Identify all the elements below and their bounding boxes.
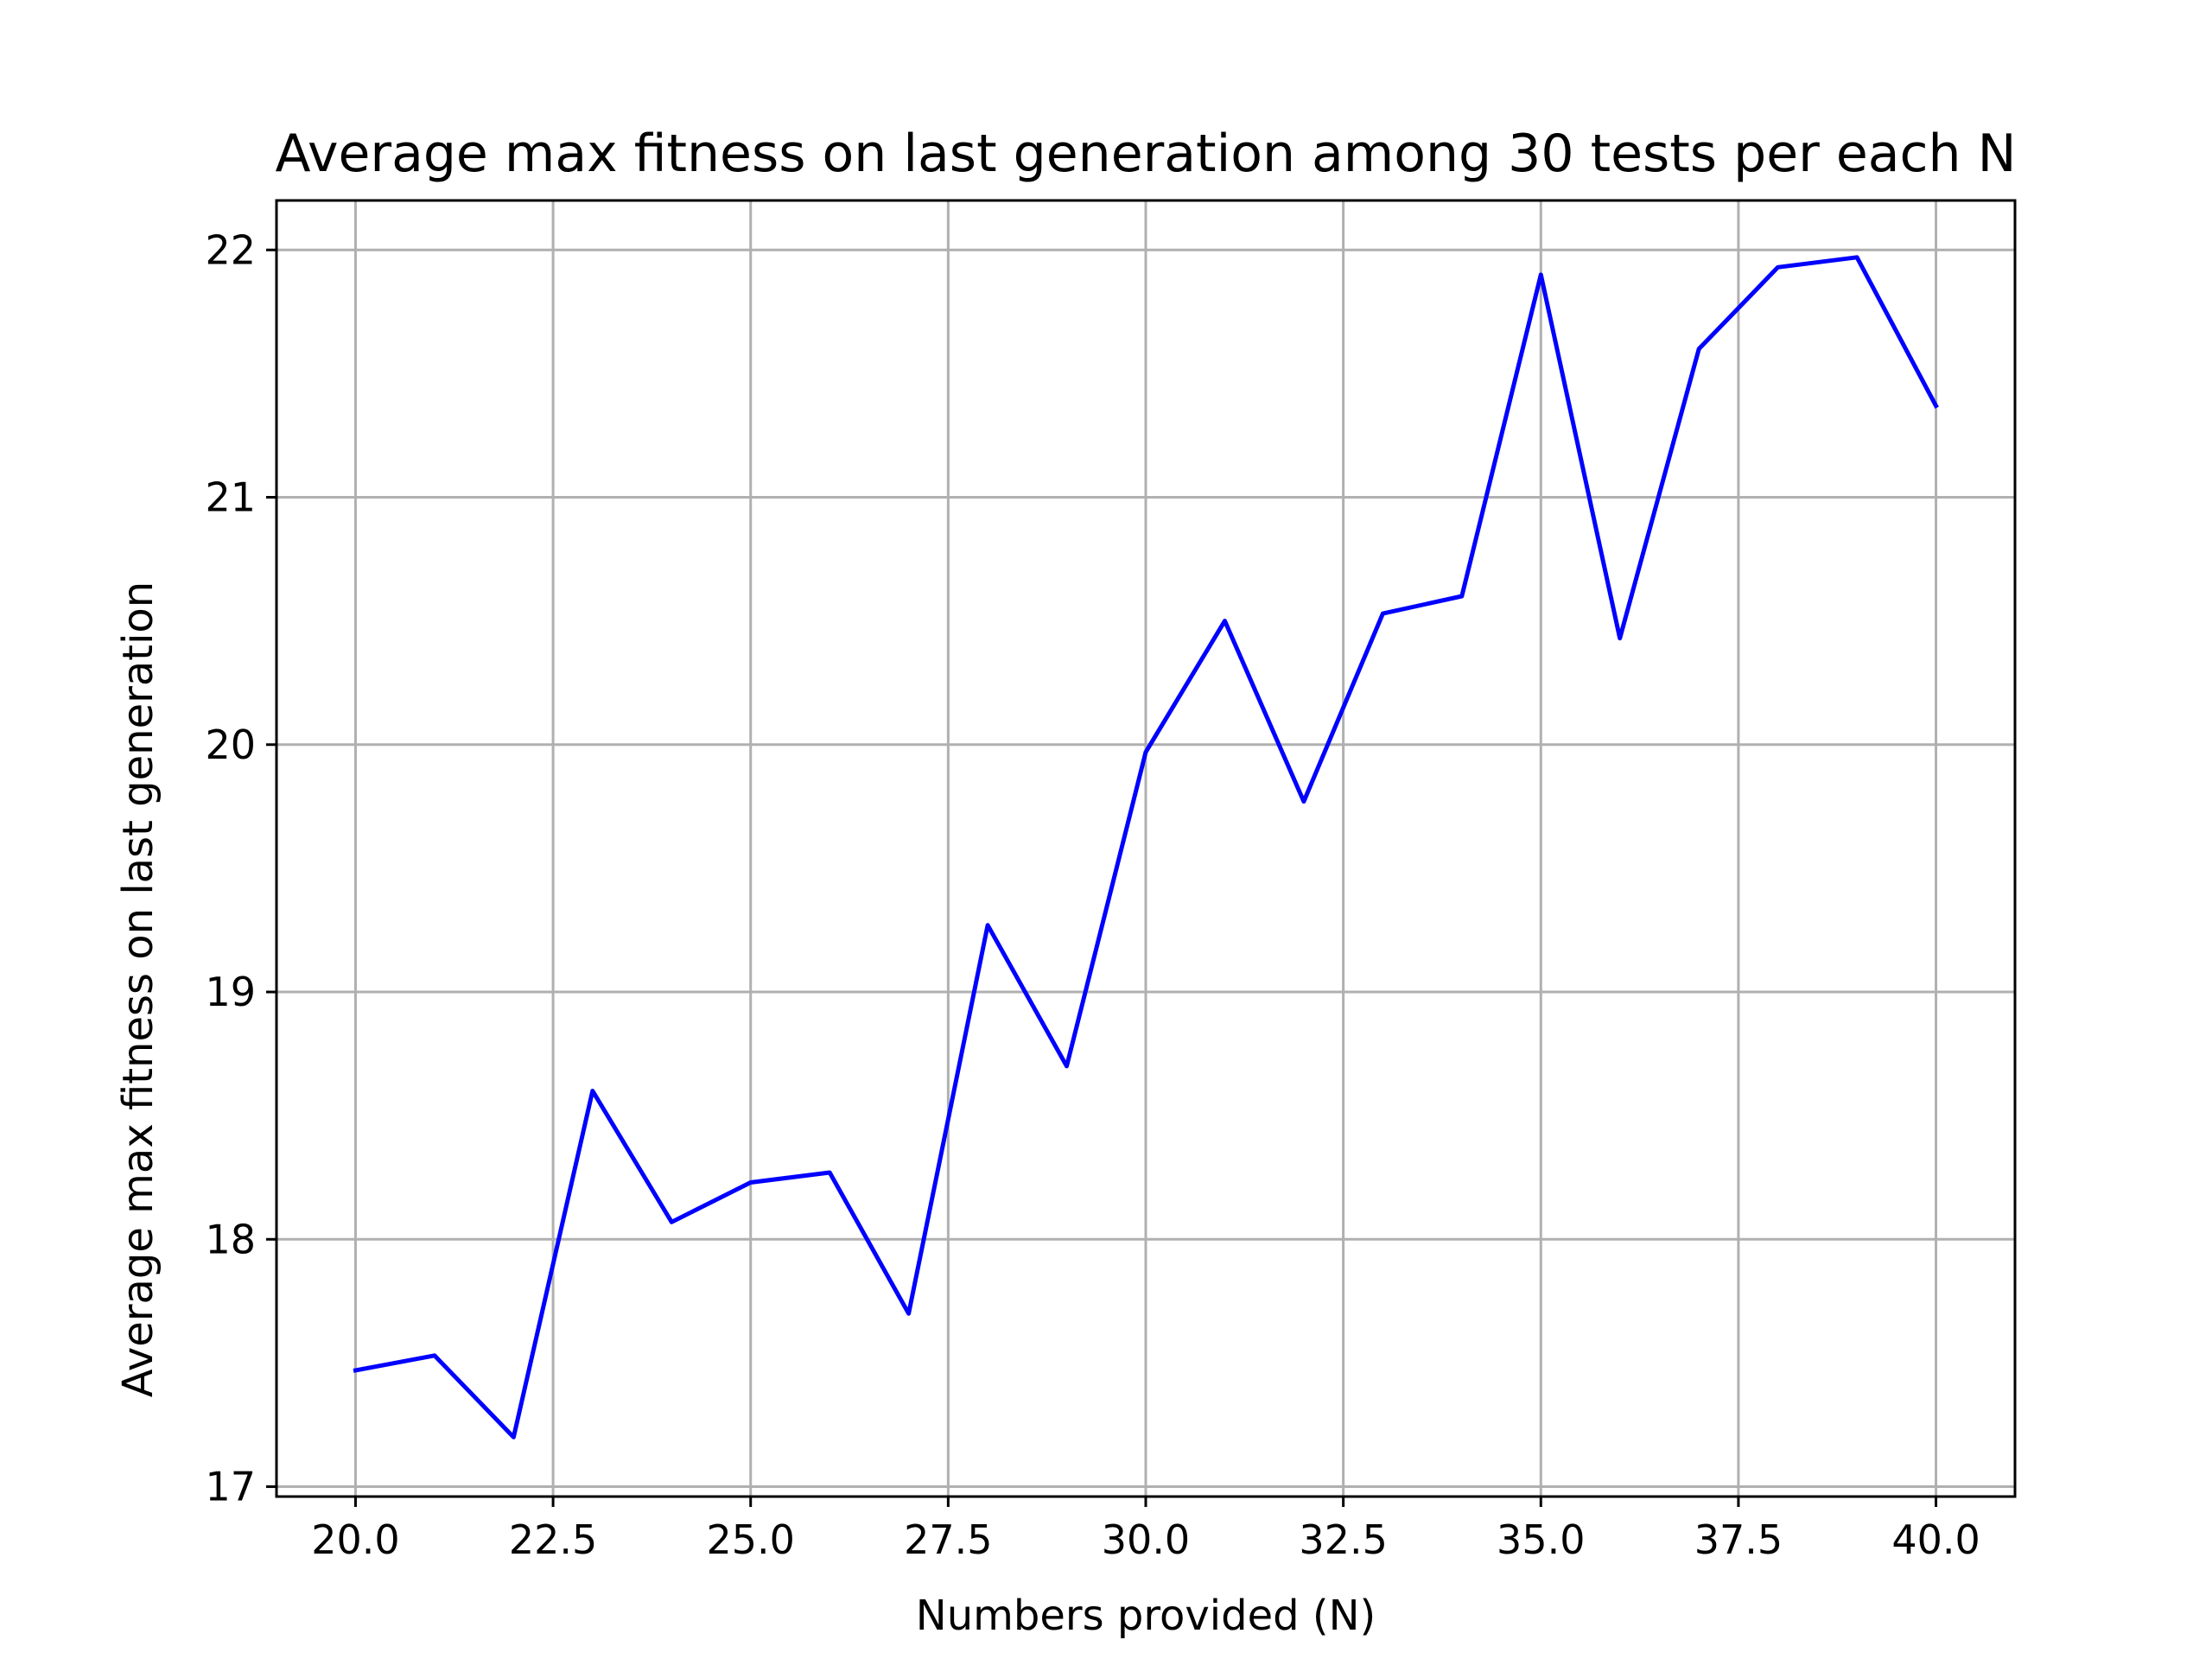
x-tick-label: 32.5: [1299, 1516, 1387, 1563]
y-tick-label: 17: [205, 1464, 256, 1510]
y-tick-label: 19: [205, 969, 256, 1015]
x-tick-label: 35.0: [1497, 1516, 1585, 1563]
x-axis-label: Numbers provided (N): [916, 1592, 1376, 1640]
x-tick-label: 27.5: [904, 1516, 992, 1563]
series-layer: [353, 255, 1939, 1440]
x-tick-label: 37.5: [1694, 1516, 1783, 1563]
series-line: [353, 255, 1939, 1440]
chart-title: Average max fitness on last generation a…: [275, 124, 2016, 184]
y-tick-label: 20: [205, 721, 256, 768]
ticks: 20.0 22.5 25.0 27.5 30.0 32.5 35.0 37.5 40.0 17 18…: [205, 226, 1980, 1563]
y-tick-label: 22: [205, 226, 256, 273]
grid: [276, 200, 2015, 1497]
x-tick-label: 40.0: [1891, 1516, 1980, 1563]
x-tick-label: 20.0: [311, 1516, 399, 1563]
y-axis-label: Average max fitness on last generation: [114, 582, 162, 1397]
x-tick-label: 25.0: [707, 1516, 795, 1563]
y-tick-label: 18: [205, 1216, 256, 1262]
x-tick-label: 30.0: [1102, 1516, 1190, 1563]
y-tick-label: 21: [205, 474, 256, 521]
x-tick-label: 22.5: [509, 1516, 597, 1563]
